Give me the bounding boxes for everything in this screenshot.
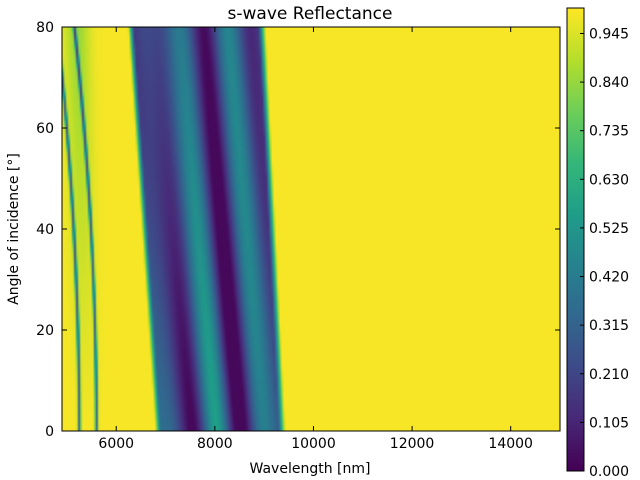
colorbar-tick-label: 0.315 [589, 318, 629, 334]
y-axis-ticks: 0 20 40 60 80 [36, 20, 560, 440]
colorbar-gradient [567, 8, 584, 471]
heatmap-area [61, 26, 561, 432]
x-axis-label: Wavelength [nm] [250, 461, 371, 477]
colorbar: 0.000 0.105 0.210 0.315 0.420 0.525 0.630 0.735… [566, 7, 629, 480]
colorbar-tick-label: 0.000 [589, 464, 629, 480]
y-axis-label: Angle of incidence [°] [6, 153, 22, 305]
colorbar-tick-label: 0.105 [589, 415, 629, 431]
x-tick-label: 6000 [98, 436, 134, 452]
y-tick-label: 80 [36, 20, 54, 36]
y-tick-label: 40 [36, 222, 54, 238]
x-tick-label: 14000 [488, 436, 533, 452]
y-tick-label: 0 [45, 424, 54, 440]
colorbar-tick-label: 0.420 [589, 270, 629, 286]
x-tick-label: 12000 [390, 436, 435, 452]
colorbar-frame [566, 7, 585, 472]
x-tick-label: 10000 [291, 436, 336, 452]
chart-title: s-wave Reflectance [228, 4, 393, 24]
y-tick-label: 60 [36, 121, 54, 137]
colorbar-tick-label: 0.945 [589, 26, 629, 42]
colorbar-tick-label: 0.210 [589, 367, 629, 383]
colorbar-tick-label: 0.840 [589, 75, 629, 91]
heatmap-image [62, 27, 560, 431]
y-tick-label: 20 [36, 323, 54, 339]
colorbar-ticks: 0.000 0.105 0.210 0.315 0.420 0.525 0.630 0.735… [580, 26, 629, 480]
colorbar-tick-label: 0.630 [589, 172, 629, 188]
colorbar-tick-label: 0.525 [589, 221, 629, 237]
x-axis-ticks: 6000 8000 10000 12000 14000 [98, 27, 533, 452]
colorbar-tick-label: 0.735 [589, 124, 629, 140]
x-tick-label: 8000 [197, 436, 233, 452]
